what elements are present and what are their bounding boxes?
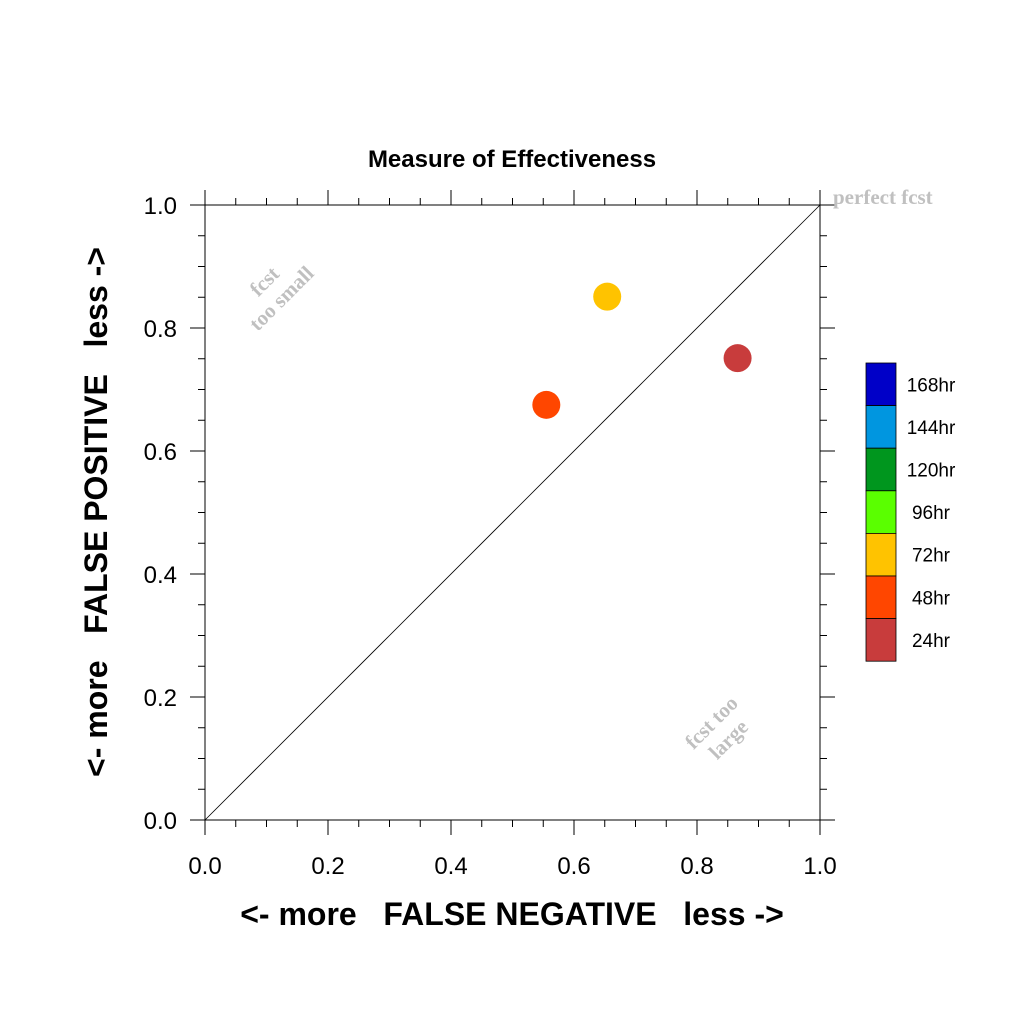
legend-label-168hr: 168hr [907,375,956,396]
legend: 168hr 144hr 120hr 96hr 72hr 48hr 24hr [865,362,956,662]
data-point-48hr [532,390,561,419]
legend-swatch-144hr [865,405,897,449]
x-tick-label: 0.2 [311,853,344,880]
annotation-perfect-fcst: perfect fcst [833,185,933,209]
x-tick-label: 1.0 [803,853,836,880]
axis-ticks [190,190,835,835]
y-tick-label: 0.8 [144,316,177,343]
x-tick-label: 0.4 [434,853,467,880]
x-tick-label: 0.0 [188,853,221,880]
data-point-24hr [723,344,752,373]
legend-label-24hr: 24hr [912,631,951,652]
legend-swatch-24hr [865,618,897,662]
legend-swatch-48hr [865,575,897,619]
y-tick-label: 0.2 [144,685,177,712]
y-tick-label: 1.0 [144,193,177,220]
y-axis-label: <- more FALSE POSITIVE less -> [78,247,114,777]
y-tick-label: 0.6 [144,439,177,466]
legend-label-120hr: 120hr [907,461,956,482]
legend-label-96hr: 96hr [912,503,951,524]
legend-label-48hr: 48hr [912,588,951,609]
y-tick-label: 0.0 [144,808,177,835]
legend-swatch-120hr [865,447,897,492]
legend-label-72hr: 72hr [912,546,951,567]
annotation-fcst-too-large: fcst too large [680,691,753,764]
data-point-72hr [593,282,622,311]
legend-swatch-96hr [865,490,897,534]
x-tick-label: 0.6 [557,853,590,880]
x-tick-label: 0.8 [680,853,713,880]
perfect-forecast-line [204,204,821,821]
legend-swatch-168hr [865,362,897,406]
legend-swatch-72hr [865,533,897,577]
y-tick-label: 0.4 [144,562,177,589]
data-points [532,282,752,419]
plot-area: 0.0 0.2 0.4 0.6 0.8 1.0 0.0 0.2 0.4 0.6 0.8 1.0 [144,190,837,880]
x-axis-label: <- more FALSE NEGATIVE less -> [240,896,784,932]
tick-labels: 0.0 0.2 0.4 0.6 0.8 1.0 0.0 0.2 0.4 0.6 0.8 1.0 [144,193,837,880]
legend-label-144hr: 144hr [907,418,956,439]
annotation-fcst-too-small: fcst too small [244,261,318,335]
chart-title: Measure of Effectiveness [368,146,656,173]
